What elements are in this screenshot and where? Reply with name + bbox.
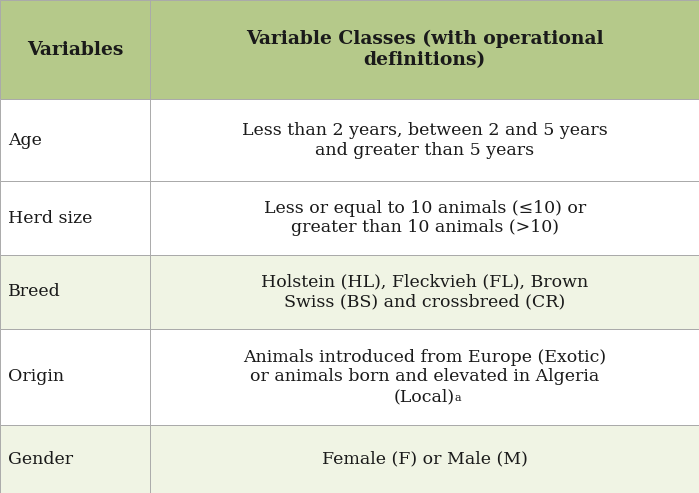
Text: Less or equal to 10 animals (≤10) or
greater than 10 animals (>10): Less or equal to 10 animals (≤10) or gre… [264,200,586,237]
Text: Variable Classes (with operational
definitions): Variable Classes (with operational defin… [246,30,603,69]
Text: Less than 2 years, between 2 and 5 years
and greater than 5 years: Less than 2 years, between 2 and 5 years… [242,122,607,159]
Bar [0,255,699,329]
Bar [0,329,699,425]
Text: Gender: Gender [8,451,73,467]
Text: Breed: Breed [8,283,61,300]
Text: Origin: Origin [8,368,64,386]
Text: Age: Age [8,132,42,149]
Text: Variables: Variables [27,40,123,59]
Bar [0,181,699,255]
Text: Herd size: Herd size [8,210,93,227]
Text: a: a [455,393,461,403]
Bar [0,0,699,99]
Bar [0,425,699,493]
Bar [0,99,699,181]
Text: Holstein (HL), Fleckvieh (FL), Brown
Swiss (BS) and crossbreed (CR): Holstein (HL), Fleckvieh (FL), Brown Swi… [261,274,589,310]
Text: Female (F) or Male (M): Female (F) or Male (M) [322,451,528,467]
Text: Animals introduced from Europe (Exotic)
or animals born and elevated in Algeria
: Animals introduced from Europe (Exotic) … [243,349,606,405]
